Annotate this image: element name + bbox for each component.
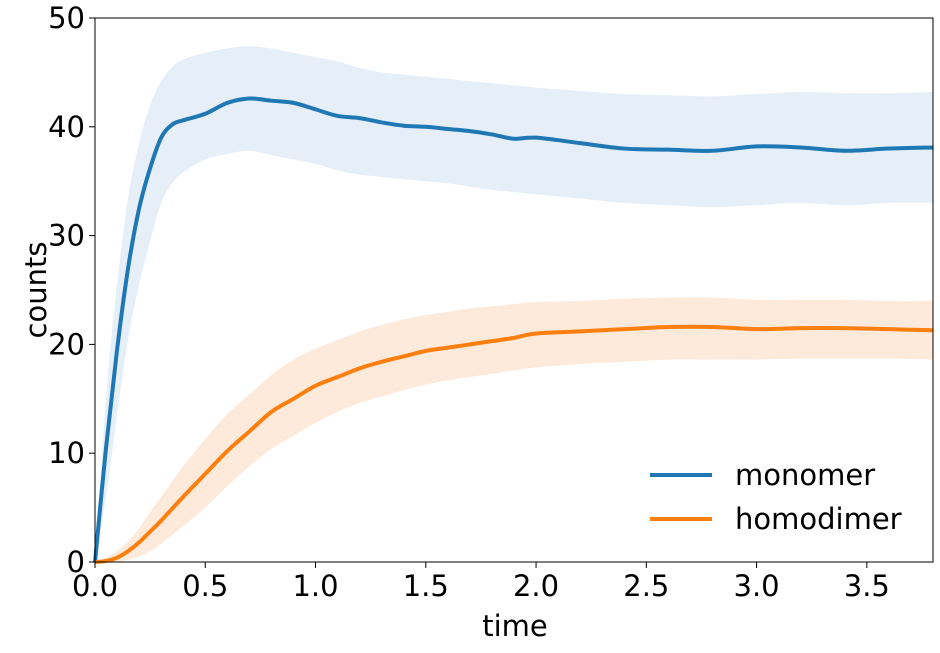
x-tick-label: 3.5 (844, 569, 890, 603)
y-tick-label: 0 (67, 545, 85, 579)
y-tick-label: 30 (48, 219, 85, 253)
y-axis-label: counts (19, 242, 53, 339)
y-axis-ticks: 0 10 20 30 40 50 (48, 1, 95, 579)
y-tick-label: 20 (48, 327, 85, 361)
x-axis-label: time (482, 609, 548, 643)
y-tick-label: 40 (48, 110, 85, 144)
x-tick-label: 0.0 (72, 569, 118, 603)
x-tick-label: 1.0 (292, 569, 338, 603)
x-tick-label: 2.0 (513, 569, 559, 603)
homodimer-line (94, 324, 934, 564)
plot-frame (94, 17, 934, 563)
x-tick-label: 1.5 (403, 569, 449, 603)
x-axis-ticks: 0.0 0.5 1.0 1.5 2.0 2.5 3.0 3.5 (72, 562, 890, 603)
homodimer-band (95, 297, 933, 563)
series-lines (93, 96, 934, 564)
legend-label-homodimer: homodimer (735, 502, 902, 536)
y-tick-label: 10 (48, 436, 85, 470)
x-tick-label: 3.0 (734, 569, 780, 603)
monomer-line (93, 96, 934, 563)
legend: monomer homodimer (650, 458, 902, 536)
x-tick-label: 2.5 (623, 569, 669, 603)
monomer-band (95, 46, 933, 563)
uncertainty-bands (95, 46, 933, 563)
x-tick-label: 0.5 (182, 569, 228, 603)
y-tick-label: 50 (48, 1, 85, 35)
legend-label-monomer: monomer (735, 458, 875, 492)
